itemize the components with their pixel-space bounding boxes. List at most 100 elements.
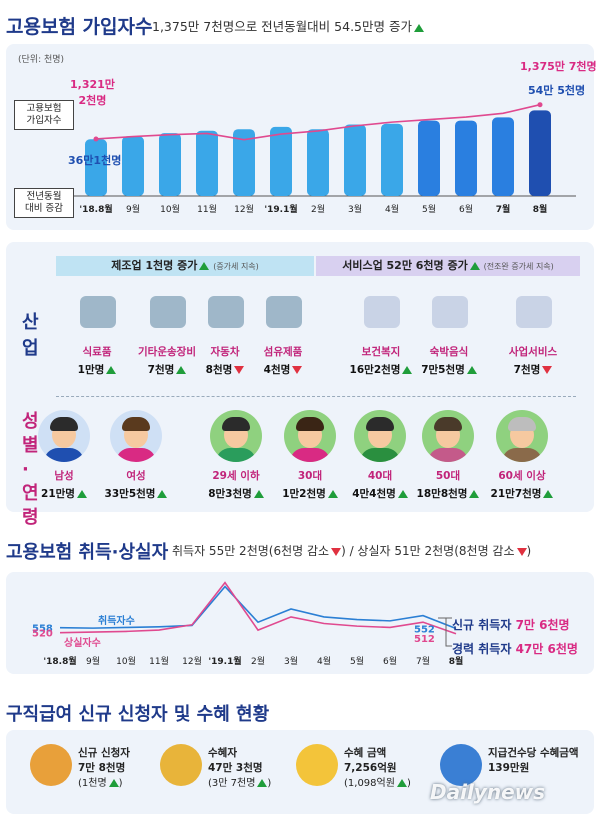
flow-tick-label: 4월 (317, 655, 331, 667)
medical-icon (364, 296, 400, 328)
section1-title: 고용보험 가입자수 (6, 16, 153, 38)
up-arrow-icon (106, 366, 117, 374)
industry-value: 16만2천명 (346, 362, 416, 377)
industry-name: 숙박음식 (429, 346, 469, 358)
bowl-icon (80, 296, 116, 328)
new-acq-value: 7만 6천명 (515, 618, 570, 632)
mfg-header-text: 제조업 1천명 증가 (111, 259, 198, 272)
industry-value: 4천명 (248, 362, 318, 377)
bar-tick-label: 12월 (234, 203, 254, 215)
bar-tick-label: 4월 (385, 203, 399, 215)
start-bar-value: 36만1천명 (68, 154, 122, 167)
recipient-icon (160, 744, 202, 786)
industry-name: 자동차 (210, 346, 240, 358)
end-bar-value: 54만 5천명 (528, 84, 586, 97)
benefit-name: 신규 신청자 (78, 747, 130, 759)
demo-name: 30대 (297, 470, 323, 482)
payment-stack-icon (440, 744, 482, 786)
industry-name: 보건복지 (361, 346, 401, 358)
bed-icon (432, 296, 468, 328)
demo-side-label: 성별·연령 (22, 411, 39, 528)
industry-name: 식료품 (82, 346, 112, 358)
bar-tick-label: 5월 (422, 203, 436, 215)
line-point (537, 102, 543, 108)
demo-value: 4만4천명 (345, 486, 415, 501)
career-acq-value: 47만 6천명 (515, 642, 578, 656)
industry-side-label: 산업 (22, 312, 39, 359)
bar (344, 124, 366, 196)
industry-item: 식료품 1만명 (62, 344, 132, 377)
down-arrow-icon (542, 366, 553, 374)
demo-item: 30대 1만2천명 (275, 468, 345, 501)
fifties-person-icon (422, 410, 474, 462)
loss-series-label: 상실자수 (64, 636, 101, 649)
flow-tick-label: 7월 (416, 655, 430, 667)
flow-panel (6, 572, 594, 674)
up-arrow-icon (257, 779, 268, 787)
demo-name: 40대 (367, 470, 393, 482)
bar (529, 110, 551, 196)
loss-change: (8천명 감소 (454, 544, 515, 558)
down-arrow-icon (234, 366, 245, 374)
industry-item: 자동차 8천명 (190, 344, 260, 377)
bar-tick-label: 7월 (496, 203, 511, 215)
benefit-change: (1천명) (78, 778, 123, 789)
young-person-icon (210, 410, 262, 462)
end-acq-value: 552 (414, 625, 435, 636)
section3-title: 구직급여 신규 신청자 및 수혜 현황 (6, 704, 270, 725)
benefit-value: 7,256억원 (344, 762, 397, 774)
flow-tick-label: '18.8월 (43, 655, 76, 667)
forties-person-icon (354, 410, 406, 462)
bar (122, 136, 144, 196)
industry-value: 7천명 (132, 362, 202, 377)
flow-tick-label: 8월 (449, 655, 464, 667)
mfg-header: 제조업 1천명 증가 (증가세 지속) (56, 256, 314, 276)
demo-name: 60세 이상 (498, 470, 546, 482)
new-acq-label: 신규 취득자 7만 6천명 (452, 616, 570, 633)
industry-item: 보건복지 16만2천명 (346, 344, 416, 377)
industry-name: 사업서비스 (508, 346, 558, 358)
up-arrow-icon (199, 262, 210, 270)
benefit-item: 수혜 금액 7,256억원 (1,098억원) (344, 746, 411, 791)
applicant-icon (30, 744, 72, 786)
industry-item: 기타운송장비 7천명 (132, 344, 202, 377)
bar-tick-label: '19.1월 (264, 203, 297, 215)
acq-change: (6천명 감소 (268, 544, 330, 558)
industry-value: 8천명 (190, 362, 260, 377)
bar-tick-label: 11월 (197, 203, 217, 215)
benefit-change: (3만 7천명) (208, 778, 272, 789)
flow-tick-label: 12월 (182, 655, 202, 667)
industry-item: 숙박음식 7만5천명 (414, 344, 484, 377)
subscribers-series-label: 고용보험 가입자수 (14, 100, 74, 130)
demo-item: 29세 이하 8만3천명 (201, 468, 271, 501)
benefit-name: 지급건수당 수혜금액 (488, 747, 579, 759)
bar-tick-label: 9월 (126, 203, 140, 215)
demo-name: 남성 (54, 470, 74, 482)
demo-value: 1만2천명 (275, 486, 345, 501)
bar-tick-label: 8월 (533, 203, 548, 215)
flow-tick-label: 11월 (149, 655, 169, 667)
demo-name: 29세 이하 (212, 470, 260, 482)
up-arrow-icon (76, 490, 87, 498)
industry-name: 섬유제품 (263, 346, 303, 358)
demo-value: 33만5천명 (101, 486, 171, 501)
bar (233, 129, 255, 196)
subscribers-line (95, 103, 541, 141)
bar (196, 130, 218, 196)
bar (307, 129, 329, 196)
flow-tick-label: 2월 (251, 655, 265, 667)
car-icon (208, 296, 244, 328)
flow-tick-label: 6월 (383, 655, 397, 667)
benefit-item: 수혜자 47만 3천명 (3만 7천명) (208, 746, 271, 791)
new-acq-label-text: 신규 취득자 (452, 618, 512, 632)
senior-person-icon (496, 410, 548, 462)
demo-item: 40대 4만4천명 (345, 468, 415, 501)
watermark: Dailynews (430, 780, 546, 804)
up-arrow-icon (413, 23, 424, 32)
section1-subtitle-text: 1,375만 7천명으로 전년동월대비 54.5만명 증가 (152, 19, 412, 34)
up-arrow-icon (402, 366, 413, 374)
end-loss-value: 512 (414, 634, 435, 645)
flow-tick-label: 5월 (350, 655, 364, 667)
section2-title: 고용보험 취득·상실자 (6, 542, 169, 563)
bar (492, 117, 514, 196)
